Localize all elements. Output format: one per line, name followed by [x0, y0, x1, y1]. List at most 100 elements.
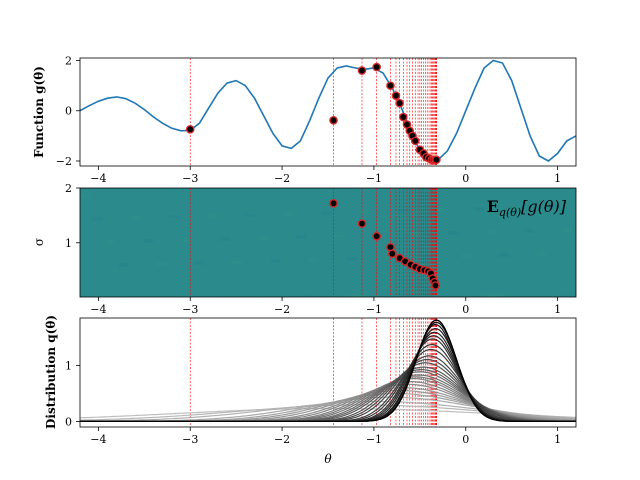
heatmap-texture-cell [473, 207, 484, 211]
iterate-marker [395, 98, 404, 108]
heatmap-texture-cell [143, 239, 154, 243]
heatmap-texture-cell [321, 211, 332, 215]
heatmap-texture-cell [422, 255, 433, 259]
iterate-marker [432, 155, 441, 165]
x-tick-label: −3 [182, 303, 198, 316]
function-y-label: Function g(θ) [32, 66, 46, 158]
heatmap-texture-cell [461, 254, 471, 258]
heatmap-texture-cell [511, 206, 522, 210]
y-tick-label: 1 [65, 360, 72, 373]
x-tick-label: 1 [554, 303, 561, 316]
heatmap-texture-cell [359, 210, 370, 214]
x-tick-label: −1 [366, 303, 382, 316]
distribution-axes-frame [79, 317, 577, 428]
distribution-x-ticks: −4 −3 −2 −1 0 1 [90, 427, 561, 446]
heatmap-texture-cell [194, 261, 205, 265]
heatmap-texture-cell [499, 253, 510, 257]
heatmap-texture-cell [168, 215, 179, 219]
y-tick-label: 0 [65, 415, 72, 428]
heatmap-texture-cell [562, 228, 573, 232]
heatmap-texture-cell [346, 257, 357, 261]
expectation-annotation: Eq(θ)[g(θ)] [487, 197, 567, 219]
heatmap-blob [187, 281, 227, 297]
y-tick-label: −2 [56, 155, 72, 168]
iterate-marker [387, 249, 397, 259]
heatmap-blob [321, 273, 393, 297]
heatmap-texture-cell [575, 251, 576, 255]
distribution-curve [80, 321, 576, 422]
x-tick-label: −2 [274, 303, 290, 316]
distribution-curve [80, 323, 576, 422]
iterate-marker [399, 112, 408, 122]
x-tick-label: −1 [366, 172, 382, 185]
heatmap-texture-cell [524, 229, 535, 233]
heatmap-blob [544, 277, 576, 297]
iterate-marker [386, 81, 395, 90]
heatmap-texture-cell [232, 260, 243, 264]
heatmap-blob [378, 277, 438, 297]
distribution-curve [80, 319, 576, 422]
distribution-plot-area [80, 318, 576, 427]
x-tick-label: −3 [182, 172, 198, 185]
heatmap-texture-cell [308, 258, 319, 262]
heatmap-texture-cell [181, 238, 192, 242]
heatmap-texture-cell [219, 237, 230, 241]
heatmap-texture-cell [270, 259, 281, 263]
heatmap-texture-cell [130, 216, 141, 220]
heatmap-plot-area [80, 188, 576, 297]
iterate-marker [410, 136, 420, 146]
x-tick-label: −3 [182, 433, 198, 446]
iterate-marker [357, 219, 367, 228]
heatmap-y-label: σ [32, 238, 46, 246]
distribution-y-ticks: 01 [65, 360, 80, 428]
y-tick-label: 0 [65, 105, 72, 118]
x-tick-label: −2 [274, 433, 290, 446]
heatmap-texture-cell [295, 235, 306, 239]
heatmap-blob [234, 279, 282, 297]
heatmap-texture-cell [283, 212, 294, 216]
function-axes-frame [79, 57, 577, 167]
heatmap-texture-cell [156, 262, 167, 266]
x-tick-label: −2 [274, 172, 290, 185]
x-tick-label: 1 [554, 433, 561, 446]
y-tick-label: 1 [65, 237, 72, 250]
heatmap-x-ticks: −4 −3 −2 −1 0 1 [90, 297, 561, 316]
panel-function: −4 −3 −2 −1 0 1 −2 0 2 Function g(θ) [32, 55, 577, 185]
iterate-marker [329, 115, 338, 125]
heatmap-texture-cell [334, 234, 344, 238]
heatmap-texture-cell [245, 213, 256, 217]
iterate-marker [372, 231, 381, 241]
y-tick-label: 2 [65, 182, 72, 195]
heatmap-texture-cell [549, 205, 560, 209]
distribution-x-label: θ [324, 452, 332, 466]
function-x-ticks: −4 −3 −2 −1 0 1 [90, 166, 561, 185]
heatmap-texture-cell [118, 263, 129, 267]
heatmap-texture-cell [105, 240, 116, 244]
heatmap-texture-cell [537, 252, 548, 256]
iterate-marker [372, 62, 381, 72]
function-y-ticks: −2 0 2 [56, 55, 80, 168]
iterate-marker [391, 91, 401, 100]
panel-heatmap: −4 −3 −2 −1 0 1 1 2 σ Eq(θ)[g(θ)] [32, 182, 577, 316]
x-tick-label: −4 [90, 433, 106, 446]
heatmap-texture-cell [448, 231, 459, 235]
heatmap-blob [96, 277, 152, 297]
iterate-marker [329, 199, 338, 208]
x-tick-label: 0 [462, 433, 469, 446]
x-tick-label: −4 [90, 303, 106, 316]
y-tick-label: 2 [65, 55, 72, 68]
panel-distribution: −4 −3 −2 −1 0 1 01 Distribution q(θ) θ [44, 315, 577, 466]
function-plot-area [80, 58, 576, 166]
x-tick-label: 0 [462, 172, 469, 185]
heatmap-texture-cell [207, 214, 217, 218]
heatmap-blob [461, 271, 529, 297]
heatmap-texture-cell [384, 256, 395, 260]
x-tick-label: 0 [462, 303, 469, 316]
heatmap-blob [282, 277, 330, 297]
heatmap-texture [80, 194, 576, 267]
distribution-y-label: Distribution q(θ) [44, 315, 58, 429]
heatmap-texture-cell [92, 217, 103, 221]
heatmap-overlay [189, 188, 440, 297]
iterate-marker [185, 125, 195, 134]
